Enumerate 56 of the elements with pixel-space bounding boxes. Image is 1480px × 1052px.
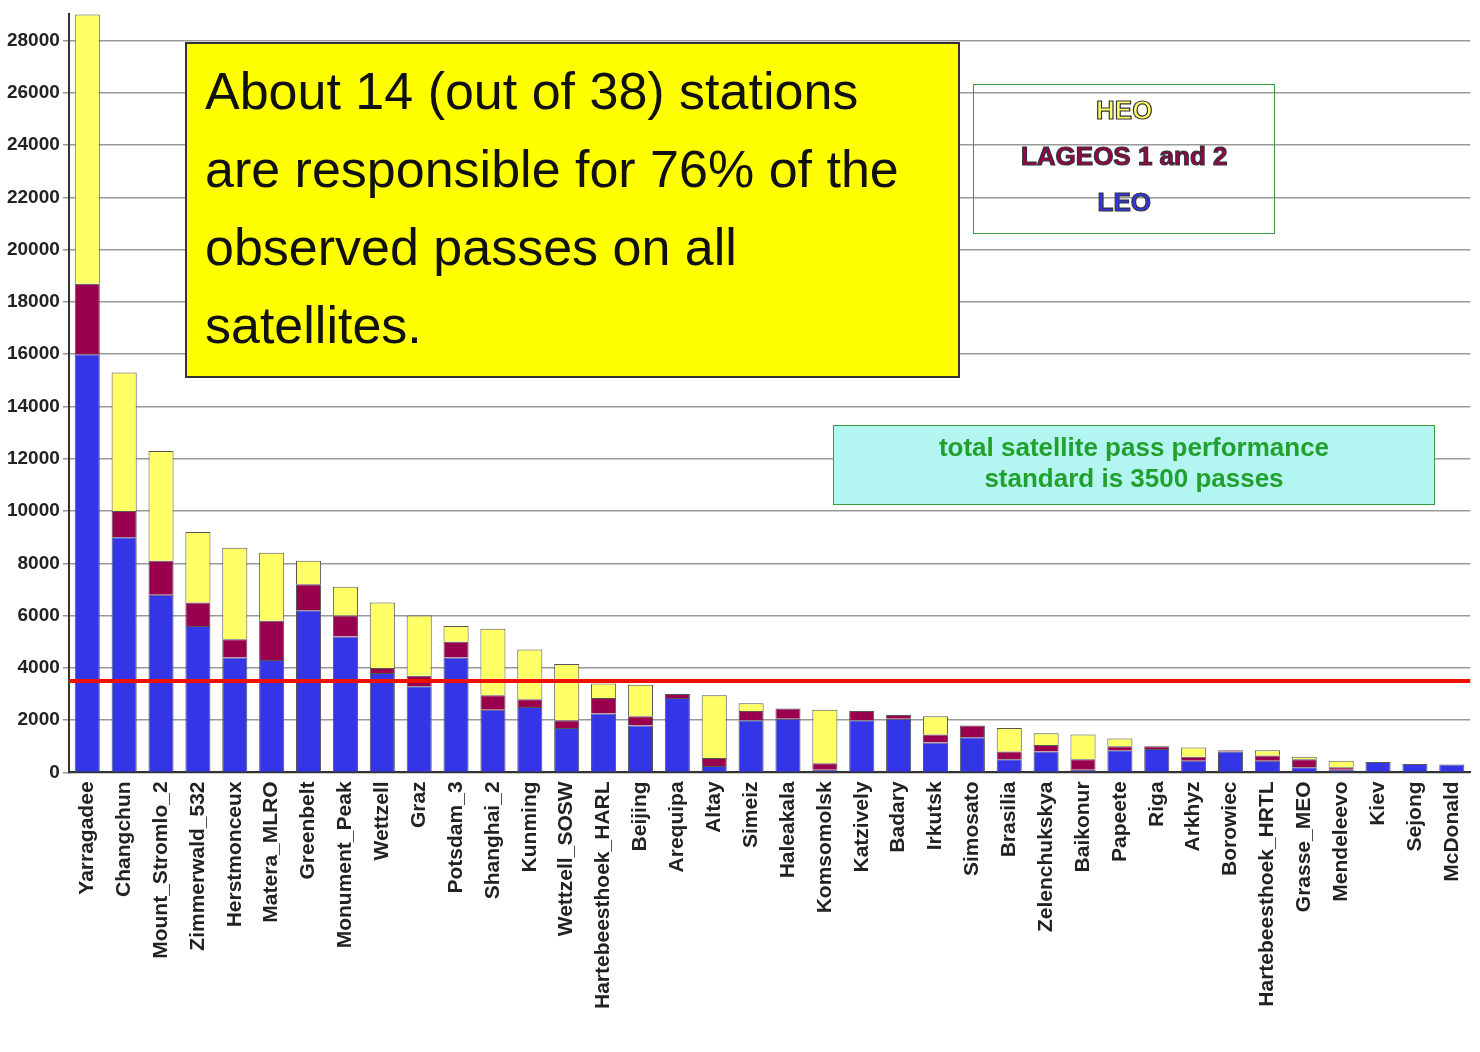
x-tick-label: Papeete (1106, 781, 1130, 862)
y-tick-label: 10000 (6, 499, 60, 521)
x-tick-label: Hartebeesthoek_HRTL (1254, 781, 1278, 1007)
y-tick-label: 12000 (6, 447, 60, 468)
x-tick-label: Mendeleevo (1327, 781, 1351, 902)
x-tick-label: Arkhyz (1180, 781, 1204, 852)
y-tick-label: 14000 (6, 394, 60, 416)
y-tick-label: 6000 (17, 603, 60, 625)
x-tick-label: McDonald (1438, 781, 1462, 882)
x-tick-label: Baikonur (1069, 781, 1093, 873)
x-tick-label: Kunming (516, 781, 540, 873)
text: LAGEOS 1 and 2 (1019, 140, 1229, 174)
x-tick-label: Riga (1143, 781, 1167, 827)
x-tick-label: Simosato (959, 781, 983, 876)
y-tick-label: 24000 (6, 133, 60, 155)
x-tick-label: Monument_Peak (332, 781, 356, 949)
x-tick-label: Sejong (1401, 781, 1425, 852)
y-tick-label: 26000 (6, 81, 60, 103)
x-tick-label: Zimmerwald_532 (184, 781, 208, 951)
x-tick-label: Shanghai_2 (479, 781, 503, 900)
x-tick-label: Katzively (848, 781, 872, 873)
y-tick-label: 22000 (6, 185, 60, 207)
x-tick-label: Wettzell (369, 781, 393, 861)
y-tick-label: 16000 (6, 342, 60, 364)
y-tick-label: 20000 (6, 237, 60, 259)
x-tick-label: Beijing (627, 781, 651, 852)
text: HEO (1095, 94, 1154, 128)
x-tick-label: Altay (701, 781, 725, 833)
x-tick-label: Greenbelt (295, 781, 319, 880)
text: LEO (1096, 186, 1152, 220)
x-tick-label: Grasse_MEO (1291, 781, 1315, 913)
x-tick-label: Changchun (110, 781, 134, 897)
x-tick-label: Kiev (1364, 781, 1388, 826)
x-tick-label: Yarragadee (74, 781, 98, 895)
x-tick-label: Haleakala (774, 781, 798, 879)
y-tick-label: 4000 (17, 656, 60, 678)
x-tick-label: Wettzell_SOSW (553, 781, 577, 937)
x-tick-label: Brasilia (996, 781, 1020, 858)
x-tick-label: Komsomolsk (811, 781, 835, 914)
x-tick-label: Matera_MLRO (258, 781, 282, 923)
x-tick-label: Graz (405, 781, 429, 829)
x-tick-label: Simeiz (737, 781, 761, 848)
y-tick-label: 0 (49, 760, 60, 782)
x-tick-label: Potsdam_3 (442, 781, 466, 894)
x-tick-label: Herstmonceux (221, 781, 245, 928)
x-tick-label: Hartebeesthoek_HARL (590, 781, 614, 1010)
y-tick-label: 28000 (6, 28, 60, 50)
y-tick-label: 2000 (17, 708, 60, 730)
x-tick-label: Irkutsk (922, 781, 946, 851)
x-tick-label: Badary (885, 781, 909, 853)
x-tick-label: Arequipa (664, 781, 688, 873)
x-tick-label: Borowiec (1217, 781, 1241, 876)
x-tick-label: Mount_Stromlo_2 (147, 781, 171, 959)
y-tick-label: 18000 (6, 290, 60, 312)
y-tick-label: 8000 (17, 551, 60, 573)
x-tick-label: Zelenchukskya (1032, 781, 1056, 933)
